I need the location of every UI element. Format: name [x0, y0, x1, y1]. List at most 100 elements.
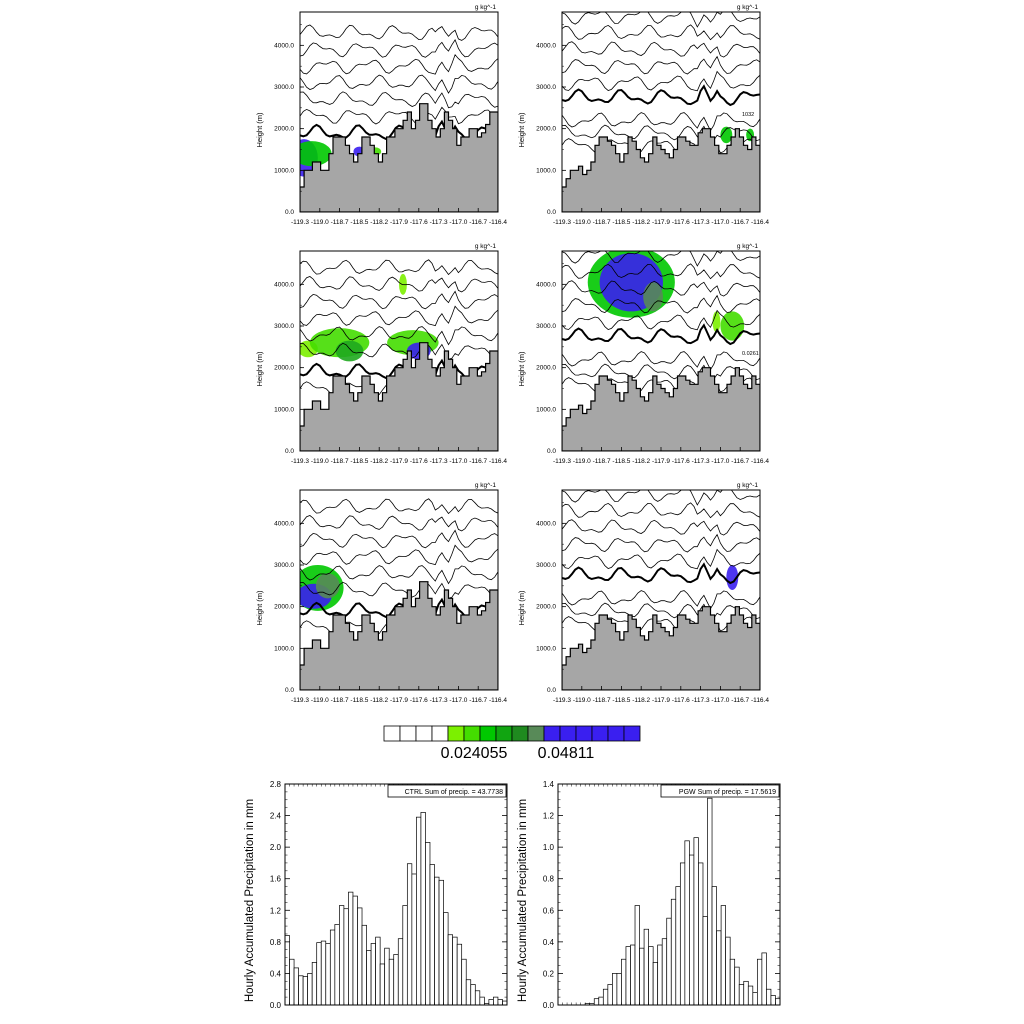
contour-line [562, 351, 760, 371]
contour-line [562, 309, 760, 331]
bar [420, 812, 426, 1006]
panel-plot-area [562, 490, 760, 690]
bar [397, 938, 404, 1006]
cross-section-panel-2: g kg^-1 1032 0.0 1000.0 2000.0 3000.0 4000.0 -1… [517, 4, 769, 226]
bar [361, 924, 367, 1006]
x-tick-label: -117.9 [390, 697, 408, 704]
x-tick-label: -118.2 [632, 458, 650, 465]
bar [352, 895, 358, 1006]
x-tick-label: -119.3 [553, 697, 571, 704]
x-tick-label: -117.0 [449, 458, 467, 465]
contour-line [562, 548, 760, 570]
y-tick-label: 3000.0 [536, 323, 556, 330]
contour-line [562, 12, 760, 28]
x-tick-label: -116.4 [751, 219, 769, 226]
bar [725, 936, 731, 1006]
contour-line [562, 251, 760, 267]
contour-line [300, 24, 498, 41]
bar [298, 975, 304, 1006]
bar [375, 936, 381, 1006]
bar [707, 797, 713, 1006]
bar [474, 990, 481, 1006]
y-axis-label: Height (m) [255, 590, 264, 626]
bar [738, 984, 745, 1006]
x-tick-label: -118.2 [370, 697, 388, 704]
bar [766, 988, 772, 1006]
contour-line [562, 502, 760, 519]
y-tick-label: 3000.0 [274, 323, 294, 330]
bar [502, 1000, 508, 1006]
bar [775, 998, 781, 1006]
colorbar-box-11 [543, 725, 561, 742]
bar [388, 958, 395, 1006]
x-tick-label: -117.6 [410, 458, 428, 465]
legend-box [660, 784, 780, 798]
terrain [300, 342, 498, 451]
x-tick-label: -116.7 [731, 458, 749, 465]
bar [325, 943, 331, 1006]
bar [452, 936, 458, 1006]
y-tick-label: 4000.0 [274, 520, 294, 527]
y-tick-label: 4000.0 [274, 281, 294, 288]
bar [447, 934, 453, 1006]
cross-section-panel-4: g kg^-1 0.0261 0.0 1000.0 2000.0 3000.0 4000.0… [517, 243, 769, 465]
bar [443, 912, 449, 1006]
colorbar-box-7 [479, 725, 497, 742]
bar [770, 995, 776, 1006]
bar [643, 928, 649, 1006]
contour-line [562, 55, 760, 75]
x-tick-label: -119.0 [573, 458, 591, 465]
y-tick-label: 0.4 [270, 969, 282, 978]
bar [761, 952, 767, 1006]
y-tick-label: 4000.0 [536, 520, 556, 527]
bar [648, 946, 654, 1006]
y-tick-label: 2000.0 [536, 365, 556, 372]
y-tick-label: 2000.0 [274, 126, 294, 133]
contour-line [562, 294, 760, 314]
y-tick-label: 1.4 [543, 780, 555, 789]
x-tick-label: -117.9 [652, 458, 670, 465]
contour-line [562, 41, 760, 58]
y-tick-label: 3000.0 [536, 84, 556, 91]
contour-line [562, 263, 760, 280]
y-tick-label: 2.8 [270, 780, 282, 789]
contour-line [562, 323, 760, 346]
y-tick-label: 0.8 [270, 938, 282, 947]
bar [366, 950, 372, 1006]
panel-plot-area [300, 259, 498, 451]
x-tick-label: -116.4 [751, 697, 769, 704]
bar [734, 966, 740, 1006]
terrain [562, 128, 760, 212]
x-tick-label: -118.5 [612, 219, 630, 226]
x-tick-label: -117.6 [672, 458, 690, 465]
contour-label: 1032 [742, 112, 754, 118]
legend-text: CTRL Sum of precip. = 43.7738 [405, 789, 503, 796]
bar [316, 942, 322, 1006]
bar [743, 980, 749, 1006]
y-tick-label: 0.4 [543, 938, 555, 947]
cross-section-panel-1: g kg^-1 0.0 1000.0 2000.0 3000.0 4000.0 -119.3… [255, 4, 507, 226]
terrain [562, 606, 760, 690]
bar [702, 916, 708, 1006]
y-tick-label: 0.0 [285, 209, 294, 216]
bar [634, 905, 640, 1006]
contour-line [300, 54, 498, 75]
bar [661, 938, 668, 1006]
bar [479, 996, 485, 1006]
bar [670, 898, 677, 1006]
x-tick-label: -119.3 [553, 219, 571, 226]
contour-line [300, 515, 498, 532]
units-label: g kg^-1 [475, 482, 497, 489]
x-tick-label: -119.0 [573, 219, 591, 226]
x-tick-label: -117.6 [410, 219, 428, 226]
bar [406, 863, 413, 1006]
x-tick-label: -118.5 [350, 219, 368, 226]
contour-line [300, 74, 498, 94]
contour-line [300, 326, 498, 346]
x-tick-label: -119.3 [291, 697, 309, 704]
y-axis-label: Height (m) [517, 351, 526, 387]
bar [339, 905, 345, 1006]
y-axis-label: Height (m) [255, 351, 264, 387]
y-tick-label: 1.2 [543, 812, 555, 821]
bar [343, 908, 349, 1006]
